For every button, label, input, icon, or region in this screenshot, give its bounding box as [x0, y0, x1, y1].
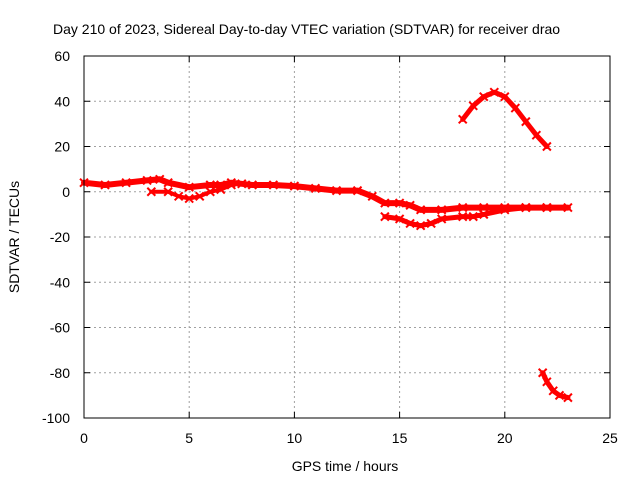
data-point — [394, 198, 405, 208]
data-point — [205, 187, 215, 197]
x-tick-label: 5 — [185, 430, 193, 446]
data-point — [542, 202, 552, 213]
x-axis-label: GPS time / hours — [292, 458, 399, 474]
data-point — [226, 180, 236, 190]
y-tick-label: -20 — [50, 229, 70, 245]
data-point — [367, 191, 377, 201]
y-tick-label: -60 — [50, 320, 70, 336]
x-tick-label: 15 — [392, 430, 408, 446]
series-line-upper-band — [81, 176, 571, 213]
data-point — [426, 218, 436, 229]
data-point — [163, 177, 173, 188]
data-point — [468, 211, 478, 222]
data-point — [479, 92, 489, 102]
data-point — [331, 185, 342, 196]
data-point — [458, 211, 468, 222]
data-point — [184, 182, 194, 192]
data-point — [521, 116, 531, 127]
data-point — [155, 174, 165, 185]
data-series — [79, 87, 573, 403]
y-tick-label: 0 — [62, 184, 70, 200]
data-point — [554, 390, 565, 401]
data-point — [500, 205, 510, 215]
data-point — [380, 198, 390, 208]
data-point — [268, 180, 279, 190]
data-point — [121, 177, 131, 188]
data-point — [163, 187, 173, 197]
data-point — [205, 180, 215, 190]
data-point — [479, 209, 489, 220]
data-point — [237, 179, 247, 189]
x-tick-label: 10 — [287, 430, 303, 446]
data-point — [458, 202, 468, 213]
data-point — [310, 183, 321, 194]
data-point — [247, 180, 258, 190]
x-tick-label: 0 — [80, 430, 88, 446]
data-point — [100, 180, 110, 190]
data-point — [146, 187, 157, 197]
y-tick-label: 60 — [54, 48, 70, 64]
y-tick-label: -40 — [50, 274, 70, 290]
data-point — [542, 141, 552, 152]
x-tick-label: 20 — [497, 430, 513, 446]
x-tick-label: 25 — [602, 430, 618, 446]
data-point — [415, 220, 426, 231]
data-point — [548, 386, 558, 396]
y-tick-label: -80 — [50, 365, 70, 381]
data-point — [563, 202, 573, 213]
data-point — [352, 185, 363, 196]
data-point — [405, 200, 415, 211]
data-point — [537, 368, 548, 378]
data-point — [489, 87, 499, 97]
data-point — [184, 193, 194, 204]
data-point — [436, 214, 447, 224]
axis-ticks: 0 5 10 15 20 25 -100 -80 -60 -40 -20 0 20 40 60 — [42, 48, 618, 446]
data-point — [216, 184, 226, 195]
data-point — [542, 377, 552, 387]
data-point — [510, 103, 521, 113]
data-point — [563, 392, 573, 403]
data-point — [195, 191, 205, 201]
data-point — [458, 114, 468, 125]
data-point — [531, 130, 542, 140]
data-point — [173, 191, 184, 201]
plot-frame — [83, 55, 611, 419]
data-point — [289, 181, 300, 191]
y-tick-label: -100 — [42, 410, 70, 426]
data-point — [468, 101, 478, 111]
y-axis-label: SDTVAR / TECUs — [6, 181, 22, 293]
y-tick-label: 40 — [54, 93, 70, 109]
data-point — [380, 211, 390, 222]
y-tick-label: 20 — [54, 139, 70, 155]
data-point — [521, 202, 531, 213]
chart-title: Day 210 of 2023, Sidereal Day-to-day VTE… — [53, 21, 560, 37]
data-point — [479, 202, 489, 213]
data-point — [436, 205, 447, 215]
data-point — [500, 92, 510, 102]
data-point — [415, 205, 426, 215]
data-point — [394, 214, 405, 224]
data-point — [405, 218, 415, 229]
grid — [84, 56, 610, 418]
data-point — [142, 175, 152, 186]
